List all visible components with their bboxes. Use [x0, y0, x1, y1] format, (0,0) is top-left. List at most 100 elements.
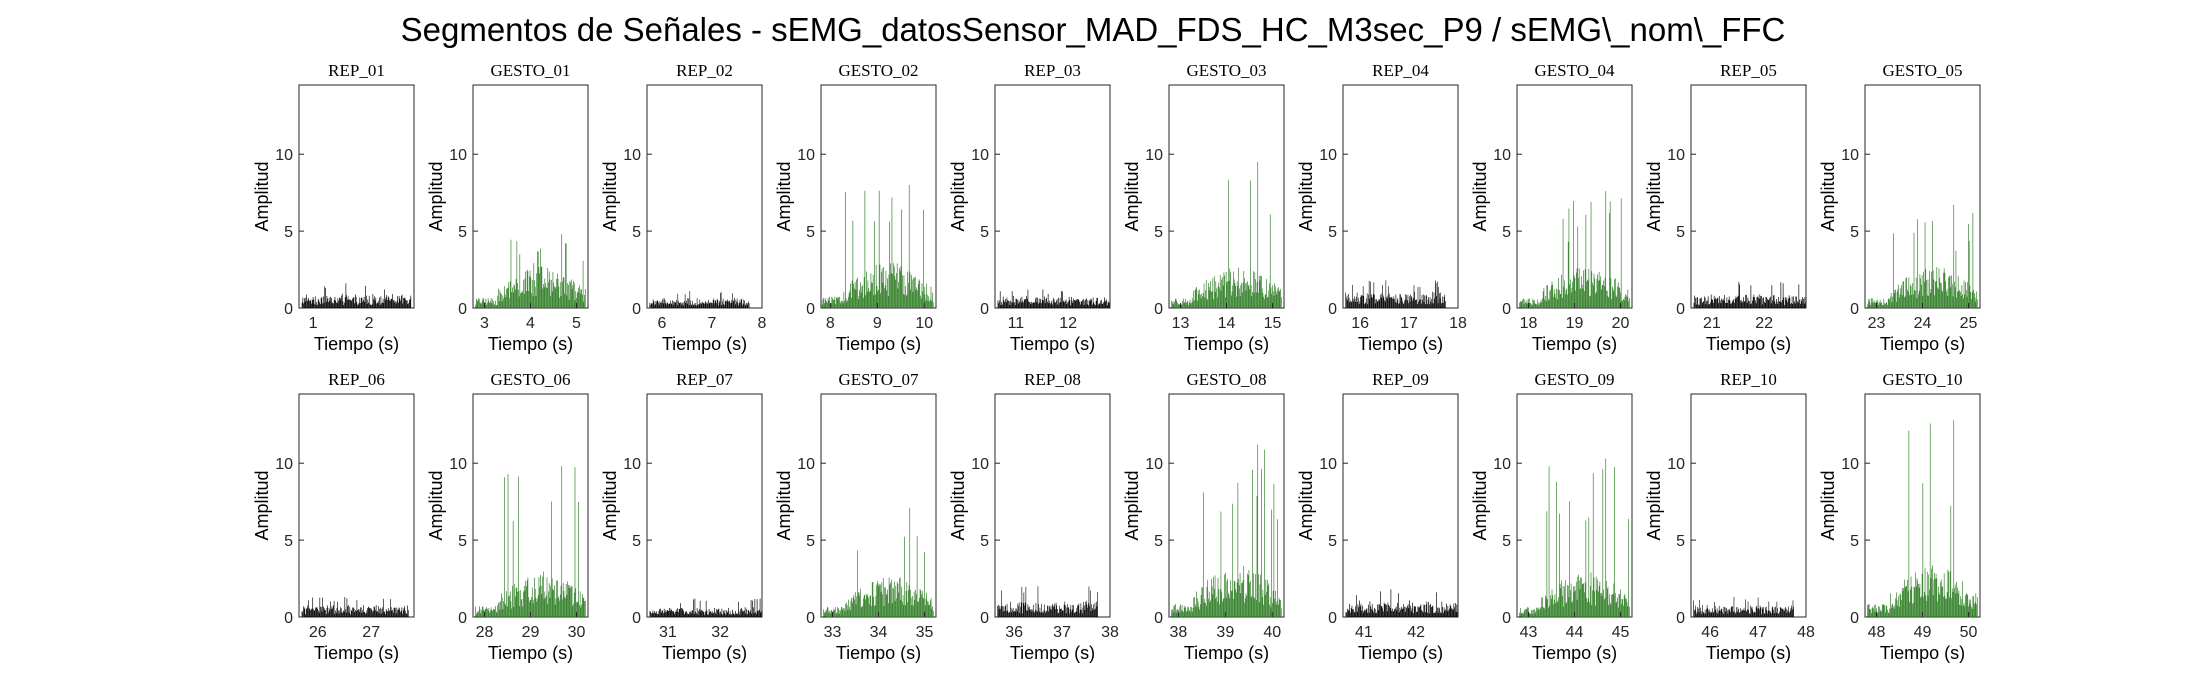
signal-bar [1349, 302, 1351, 308]
signal-bar [1280, 297, 1282, 308]
signal-bar [1971, 299, 1972, 308]
signal-bar [1001, 590, 1003, 617]
signal-bar [1071, 609, 1073, 617]
signal-bar [747, 609, 749, 617]
signal-bar [1904, 587, 1906, 617]
signal-bar [848, 296, 849, 308]
signal-bar [1345, 611, 1347, 617]
signal-bar [1181, 605, 1183, 617]
signal-bar [857, 592, 859, 617]
signal-bar [704, 302, 706, 308]
signal-bar [1535, 303, 1537, 308]
signal-bar [1188, 302, 1190, 308]
signal-bar [359, 611, 361, 617]
signal-bar [318, 610, 319, 617]
signal-bar [847, 300, 848, 308]
signal-bar [1081, 609, 1082, 617]
signal-bar [1235, 589, 1236, 617]
signal-bar [899, 577, 901, 617]
signal-bar [668, 304, 670, 308]
signal-bar [335, 610, 336, 617]
signal-bar [1612, 286, 1613, 308]
signal-bar [1773, 613, 1775, 617]
signal-bar [1536, 304, 1537, 308]
signal-bar [1628, 298, 1630, 308]
signal-bar [1348, 297, 1350, 308]
signal-bar [734, 614, 735, 617]
signal-bar [1408, 296, 1410, 308]
signal-bar [1054, 603, 1056, 617]
signal-bar [893, 588, 894, 617]
x-tick-label: 6 [658, 315, 667, 332]
signal-bar [1437, 607, 1438, 617]
signal-bar [1777, 614, 1779, 617]
signal-bar [1400, 294, 1401, 308]
signal-bar [310, 610, 311, 617]
signal-bar [1594, 278, 1596, 308]
signal-bar [729, 301, 731, 308]
signal-bar [490, 607, 492, 617]
signal-bar [1453, 603, 1455, 617]
signal-bar [1882, 605, 1884, 617]
x-axis-label: Tiempo (s) [1532, 334, 1617, 354]
x-tick-label: 26 [309, 624, 327, 641]
signal-bar [734, 299, 736, 308]
signal-bar [567, 283, 568, 308]
signal-bar [931, 608, 933, 617]
signal-bar [1186, 303, 1187, 308]
signal-bar [684, 300, 685, 308]
signal-bar [911, 274, 912, 308]
signal-bar [1243, 565, 1245, 617]
signal-bar [1742, 301, 1743, 308]
signal-bar [1725, 607, 1727, 617]
signal-bar [1043, 612, 1044, 617]
signal-bar [1785, 297, 1786, 308]
signal-bar [505, 605, 507, 617]
signal-bar [1434, 612, 1436, 617]
signal-bar [1077, 605, 1078, 617]
signal-bar [878, 190, 880, 308]
signal-bar [735, 304, 737, 308]
signal-bar [1070, 605, 1072, 617]
signal-bar [714, 303, 715, 308]
signal-bar [354, 612, 356, 617]
signal-bar [1393, 610, 1395, 617]
signal-bar [849, 606, 850, 617]
signal-bar [1426, 295, 1427, 308]
signal-bar [888, 603, 889, 617]
signal-bar [1616, 297, 1618, 308]
signal-bar [1870, 609, 1871, 617]
signal-bar [1250, 580, 1251, 617]
signal-bar [1210, 281, 1211, 308]
signal-bar [305, 609, 307, 617]
signal-bar [312, 299, 313, 308]
y-tick-label: 5 [458, 224, 467, 241]
signal-bar [902, 595, 904, 617]
signal-bar [1380, 591, 1381, 617]
signal-bar [1872, 606, 1874, 617]
signal-bar [1075, 300, 1077, 308]
signal-bar [650, 303, 652, 308]
signal-bar [1768, 300, 1770, 308]
signal-bar [906, 581, 908, 617]
signal-bar [1937, 287, 1938, 308]
signal-bar [737, 302, 739, 308]
signal-bar [1366, 608, 1368, 617]
signal-bar [1743, 301, 1745, 308]
x-tick-label: 50 [1960, 624, 1978, 641]
signal-bar [1610, 278, 1612, 308]
signal-series [1345, 589, 1458, 617]
signal-bar [1034, 610, 1036, 617]
signal-bar [670, 608, 672, 617]
signal-bar [1252, 469, 1253, 617]
signal-bar [1069, 609, 1071, 617]
signal-bar [1028, 607, 1029, 617]
signal-bar [1782, 300, 1783, 308]
signal-bar [1400, 609, 1401, 617]
signal-bar [1381, 606, 1383, 617]
signal-bar [1700, 607, 1701, 617]
signal-bar [1575, 290, 1576, 308]
signal-bar [311, 303, 312, 308]
signal-bar [1347, 300, 1349, 308]
